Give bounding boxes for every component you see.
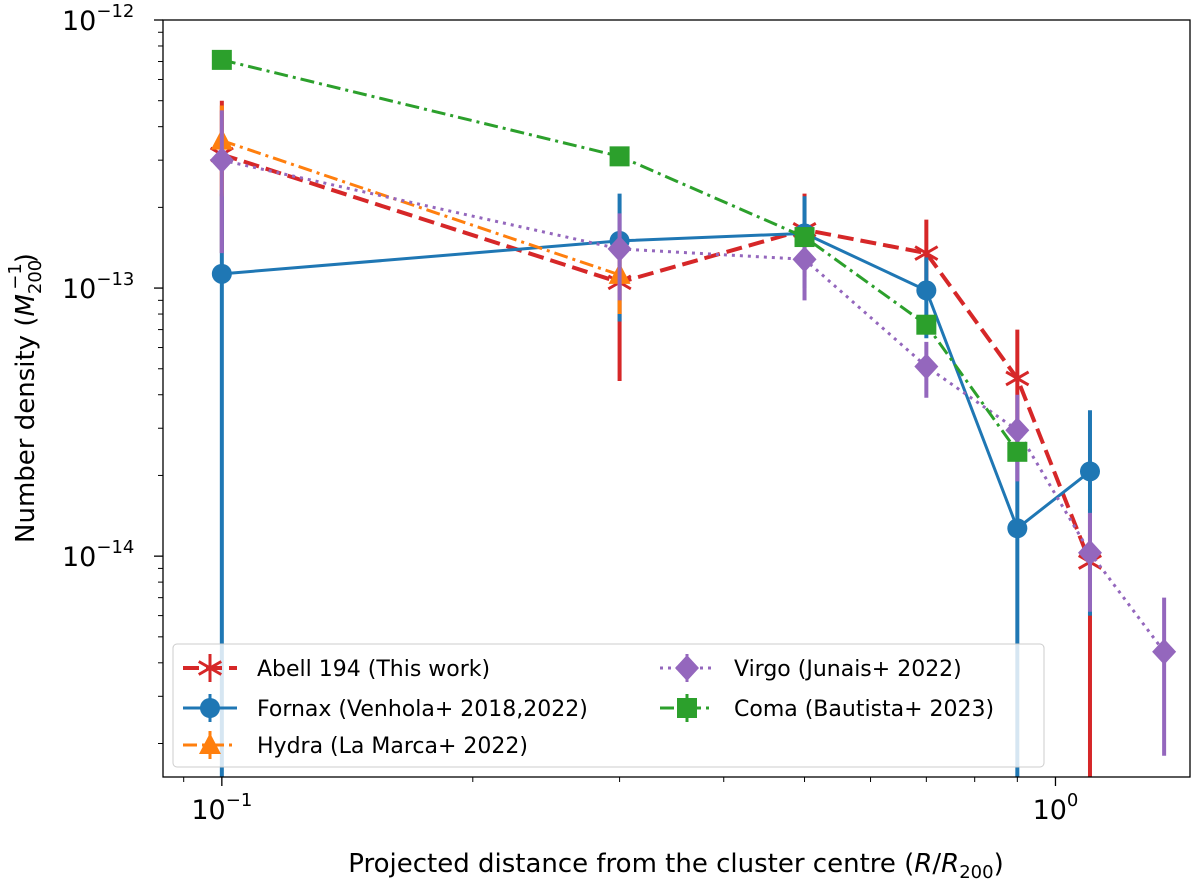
- legend-entry-virgo-junais-2022: Virgo (Junais+ 2022): [660, 654, 962, 682]
- legend: Abell 194 (This work) Fornax (Venhola+ 20…: [172, 643, 1045, 768]
- legend-entry-hydra-la-marca-2022: Hydra (La Marca+ 2022): [183, 731, 528, 759]
- data-point: [211, 49, 232, 70]
- y-tick-label: 10−14: [62, 537, 134, 573]
- data-point: [211, 263, 232, 284]
- plot-frame: [162, 19, 1191, 778]
- legend-entry-coma-bautista-2023: Coma (Bautista+ 2023): [660, 694, 994, 722]
- data-point: [607, 235, 632, 262]
- y-axis-label: Number density (M200−1): [5, 253, 46, 543]
- legend-label: Fornax (Venhola+ 2018,2022): [257, 697, 588, 722]
- series-virgo-junais-2022: [209, 110, 1177, 756]
- legend-label: Hydra (La Marca+ 2022): [257, 734, 528, 759]
- y-tick-label: 10−13: [62, 269, 134, 305]
- series-line: [221, 152, 1092, 563]
- legend-marker: [197, 655, 223, 681]
- x-tick-label: 100: [1033, 790, 1079, 826]
- data-point: [1007, 518, 1028, 539]
- x-tick-label: 10−1: [191, 790, 252, 826]
- data-point: [1005, 417, 1030, 444]
- data-point: [792, 246, 817, 273]
- series-line: [221, 58, 1019, 453]
- data-point: [609, 146, 630, 167]
- data-point: [1005, 365, 1030, 392]
- data-point: [916, 280, 937, 301]
- legend-entry-abell-194-this-work: Abell 194 (This work): [183, 654, 490, 682]
- series-line: [221, 139, 621, 277]
- data-point: [916, 314, 937, 335]
- legend-label: Abell 194 (This work): [257, 657, 490, 682]
- legend-entry-fornax-venhola-2018-2022: Fornax (Venhola+ 2018,2022): [183, 694, 588, 722]
- legend-marker: [675, 655, 699, 681]
- legend-label: Virgo (Junais+ 2022): [734, 657, 962, 682]
- tick-layer: 10−1 100 10−12 10−13 10−14: [62, 1, 1078, 826]
- data-point: [1152, 638, 1177, 665]
- legend-marker: [199, 733, 221, 754]
- data-point: [1007, 441, 1028, 462]
- y-tick-label: 10−12: [62, 1, 134, 37]
- legend-box: [172, 643, 1045, 768]
- data-point: [1077, 539, 1102, 566]
- legend-marker: [200, 698, 220, 718]
- data-point: [914, 353, 939, 380]
- data-point: [209, 147, 234, 174]
- x-axis-label: Projected distance from the cluster cent…: [348, 849, 1003, 883]
- series-coma-bautista-2023: [211, 49, 1028, 462]
- legend-marker: [677, 698, 697, 718]
- data-point: [794, 227, 815, 248]
- data-point: [1079, 461, 1100, 482]
- series-line: [221, 231, 1091, 531]
- legend-label: Coma (Bautista+ 2023): [734, 697, 994, 722]
